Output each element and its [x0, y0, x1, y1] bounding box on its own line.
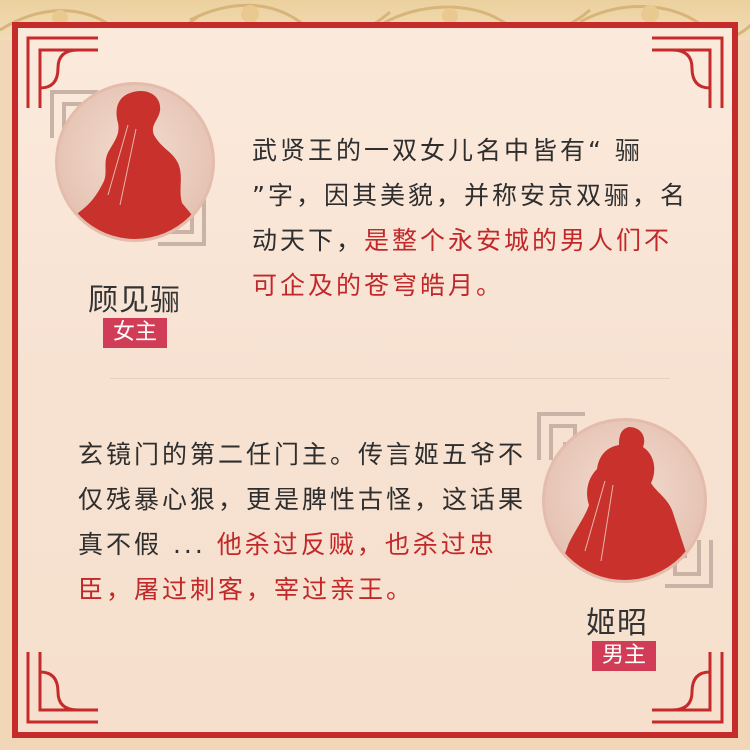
frame-corner-bottom-right: [652, 652, 724, 724]
hero-avatar: [542, 418, 707, 583]
frame-corner-top-right: [652, 36, 724, 108]
heroine-avatar: [55, 82, 215, 242]
heroine-name: 顾见骊: [88, 283, 181, 318]
frame-corner-top-left: [26, 36, 98, 108]
heroine-description-highlight: 是整个永安城的男人们不可企及的苍穹皓月。: [252, 226, 673, 300]
section-divider: [110, 378, 670, 379]
heroine-silhouette: [58, 91, 212, 239]
frame-corner-bottom-left: [26, 652, 98, 724]
hero-name: 姬昭: [586, 606, 648, 641]
hero-description-highlight: 他杀过反贼，也杀过忠臣，屠过刺客，宰过亲王。: [78, 530, 497, 604]
heroine-description-text: 武贤王的一双女儿名中皆有“ 骊 ”字，因其美貌，并称安京双骊，名动天下，: [252, 136, 688, 255]
heroine-description: 武贤王的一双女儿名中皆有“ 骊 ”字，因其美貌，并称安京双骊，名动天下，是整个永…: [252, 128, 692, 308]
hero-description: 玄镜门的第二任门主。传言姬五爷不仅残暴心狠，更是脾性古怪，这话果真不假 ... …: [78, 432, 530, 612]
fret-ornament-right: [537, 412, 713, 588]
hero-description-text: 玄镜门的第二任门主。传言姬五爷不仅残暴心狠，更是脾性古怪，这话果真不假 ...: [78, 440, 527, 559]
heroine-role-tag: 女主: [103, 318, 168, 348]
hero-silhouette: [555, 427, 695, 580]
hero-role-tag: 男主: [592, 641, 657, 671]
